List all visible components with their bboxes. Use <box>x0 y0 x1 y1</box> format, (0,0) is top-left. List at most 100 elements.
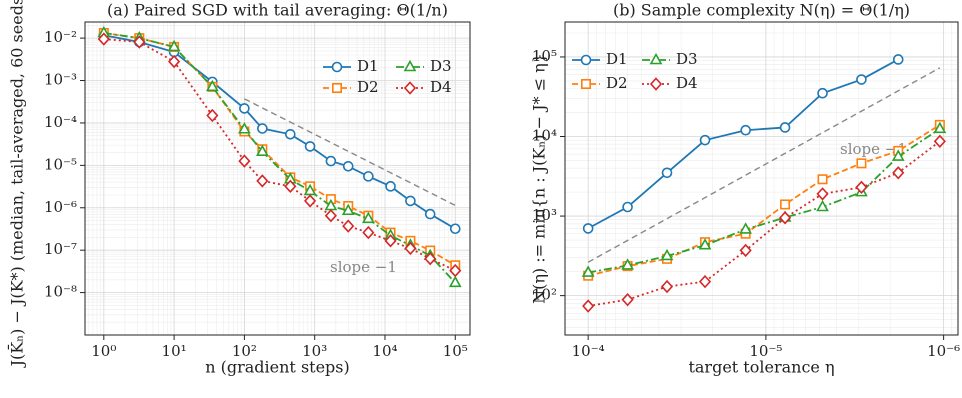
data-point <box>342 219 355 233</box>
data-point <box>133 35 146 49</box>
data-point <box>892 54 904 65</box>
data-point <box>892 166 905 180</box>
data-point <box>698 274 712 289</box>
data-point <box>661 167 673 179</box>
data-point <box>582 299 595 313</box>
series-line <box>103 38 456 272</box>
data-point <box>284 179 297 194</box>
series-line <box>588 140 941 307</box>
data-point <box>404 241 417 256</box>
data-point <box>933 134 946 149</box>
series-line <box>587 124 941 277</box>
data-point <box>816 199 829 212</box>
data-point <box>304 194 317 208</box>
legend-marker <box>580 79 591 90</box>
data-point <box>780 199 791 210</box>
legend-marker <box>580 54 592 66</box>
legend-label: D4 <box>430 78 452 96</box>
data-point <box>97 32 110 46</box>
x-tick-label: 10⁵ <box>443 342 468 360</box>
data-point <box>740 124 751 136</box>
data-point <box>363 171 374 182</box>
data-point <box>622 201 633 213</box>
data-point <box>891 149 905 161</box>
x-tick-label: 10³ <box>302 342 327 360</box>
data-point <box>206 108 219 123</box>
data-point <box>325 155 337 167</box>
data-point <box>362 225 375 240</box>
y-tick-label: 10⁴ <box>532 127 557 145</box>
data-point <box>933 121 947 134</box>
x-tick-label: 10⁻⁴ <box>572 342 605 360</box>
y-tick-label: 10⁻⁶ <box>44 198 77 216</box>
reference-line <box>587 67 941 263</box>
y-tick-label: 10⁻² <box>44 28 77 46</box>
legend-marker <box>331 61 343 73</box>
axes-frame <box>564 21 959 336</box>
data-point <box>698 238 712 250</box>
data-point <box>855 180 868 194</box>
data-point <box>285 128 296 140</box>
data-point <box>660 279 674 294</box>
legend-label: D1 <box>606 50 628 68</box>
data-point <box>256 174 269 188</box>
data-point <box>424 208 436 220</box>
data-point <box>779 122 791 133</box>
data-point <box>341 203 355 216</box>
legend-label: D1 <box>357 57 379 75</box>
series-line <box>103 34 456 230</box>
data-point <box>856 74 867 85</box>
series-line <box>103 32 456 284</box>
series-line <box>588 128 941 274</box>
data-point <box>255 144 269 156</box>
chart-title: (b) Sample complexity N(η) = Θ(1/η) <box>613 1 910 20</box>
chart-title: (a) Paired SGD with tail averaging: Θ(1/… <box>107 1 448 20</box>
annotation: slope −1 <box>840 140 907 158</box>
data-point <box>257 123 268 134</box>
data-point <box>817 87 828 99</box>
y-axis-label: N(η) := min{n : J(Kₙ) − J* ≤ η} <box>530 53 549 304</box>
x-axis-label: target tolerance η <box>688 358 834 377</box>
data-point <box>239 103 250 114</box>
data-point <box>448 275 462 288</box>
legend-label: D2 <box>606 74 628 92</box>
legend-marker <box>649 77 663 91</box>
x-tick-label: 10⁰ <box>91 342 116 360</box>
data-point <box>304 141 316 152</box>
y-tick-label: 10⁵ <box>532 47 557 65</box>
y-tick-label: 10³ <box>532 206 557 224</box>
x-axis-label: n (gradient steps) <box>205 358 350 377</box>
data-point <box>205 79 219 92</box>
y-tick-label: 10⁻⁴ <box>44 113 77 131</box>
data-point <box>384 234 397 248</box>
data-point <box>385 181 396 192</box>
data-point <box>699 134 711 146</box>
data-point <box>361 211 375 224</box>
x-tick-label: 10¹ <box>162 342 187 360</box>
y-tick-label: 10² <box>532 286 557 304</box>
x-tick-label: 10⁻⁵ <box>749 342 782 360</box>
legend-label: D2 <box>357 78 379 96</box>
legend-marker <box>403 59 417 72</box>
y-axis-label: J(K̄ₙ) − J(K*) (median, tail-averaged, 6… <box>6 0 27 368</box>
legend-label: D4 <box>676 74 698 92</box>
series-line <box>103 32 456 267</box>
data-point <box>168 54 181 69</box>
annotation: slope −1 <box>330 258 397 276</box>
data-point <box>324 209 337 223</box>
data-point <box>817 174 828 185</box>
data-point <box>621 292 634 307</box>
data-point <box>582 223 594 234</box>
y-tick-label: 10⁻⁸ <box>44 283 77 301</box>
data-point <box>405 195 416 207</box>
legend-marker <box>649 52 663 65</box>
data-point <box>449 223 461 235</box>
legend-label: D3 <box>676 50 698 68</box>
data-point <box>816 187 829 201</box>
y-tick-label: 10⁻⁷ <box>44 240 77 258</box>
data-point <box>238 122 251 134</box>
data-point <box>660 248 674 261</box>
y-tick-label: 10⁻⁵ <box>44 155 77 173</box>
data-point <box>238 154 251 168</box>
